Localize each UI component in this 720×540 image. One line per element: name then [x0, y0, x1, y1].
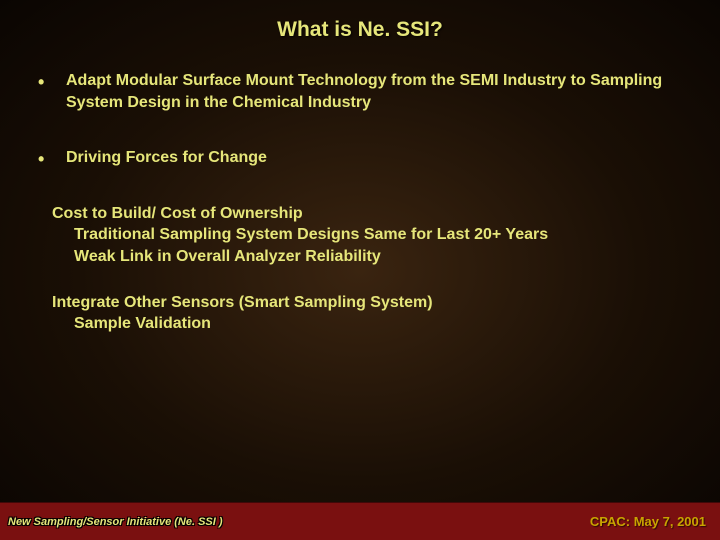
- sub-block: Integrate Other Sensors (Smart Sampling …: [52, 292, 690, 335]
- sub-lead: Cost to Build/ Cost of Ownership: [52, 203, 690, 225]
- bullet-list: Adapt Modular Surface Mount Technology f…: [30, 70, 690, 169]
- sub-block: Cost to Build/ Cost of Ownership Traditi…: [52, 203, 690, 268]
- footer-left-text: New Sampling/Sensor Initiative (Ne. SSI …: [8, 516, 223, 528]
- sub-lead: Integrate Other Sensors (Smart Sampling …: [52, 292, 690, 314]
- footer-right-text: CPAC: May 7, 2001: [590, 514, 706, 529]
- sub-line: Weak Link in Overall Analyzer Reliabilit…: [52, 246, 690, 268]
- bullet-item: Adapt Modular Surface Mount Technology f…: [36, 70, 690, 113]
- bullet-text: Driving Forces for Change: [66, 149, 267, 166]
- bullet-item: Driving Forces for Change: [36, 147, 690, 169]
- footer-bar: New Sampling/Sensor Initiative (Ne. SSI …: [0, 502, 720, 540]
- slide-title: What is Ne. SSI?: [30, 18, 690, 42]
- bullet-text: Adapt Modular Surface Mount Technology f…: [66, 72, 662, 111]
- sub-line: Traditional Sampling System Designs Same…: [52, 224, 690, 246]
- sub-line: Sample Validation: [52, 313, 690, 335]
- slide-container: What is Ne. SSI? Adapt Modular Surface M…: [0, 0, 720, 540]
